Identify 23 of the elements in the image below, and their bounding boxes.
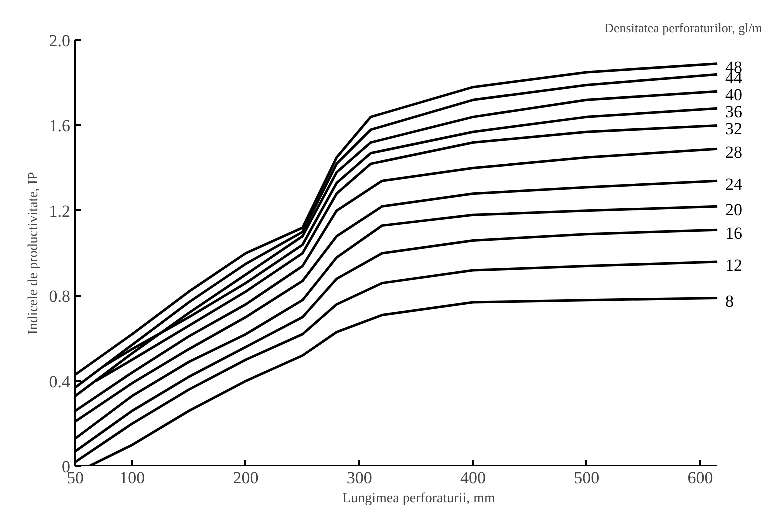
series-label: 40 xyxy=(726,86,743,105)
y-tick-label: 0.4 xyxy=(49,372,71,392)
y-tick-label: 1.2 xyxy=(49,202,70,221)
x-tick-label: 200 xyxy=(233,468,259,488)
y-axis-title: Indicele de productivitate, IP xyxy=(26,172,42,335)
series-label: 12 xyxy=(726,256,743,276)
series-label: 32 xyxy=(726,120,743,139)
x-tick-label: 600 xyxy=(688,468,714,488)
series-label: 20 xyxy=(726,200,743,220)
series-label: 16 xyxy=(726,224,743,244)
x-tick-label: 500 xyxy=(574,468,600,488)
x-tick-label: 400 xyxy=(460,468,486,488)
x-tick-label: 300 xyxy=(346,468,372,488)
series-label: 28 xyxy=(726,143,743,162)
series-label: 24 xyxy=(726,175,744,194)
y-tick-label: 0.8 xyxy=(49,287,70,306)
series-label: 8 xyxy=(726,292,734,312)
y-tick-label: 1.6 xyxy=(49,116,70,136)
series-label: 36 xyxy=(726,102,743,122)
x-axis-title: Lungimea perforaturii, mm xyxy=(342,492,496,506)
x-tick-label: 100 xyxy=(120,468,146,488)
legend-title: Densitatea perforaturilor, gl/m xyxy=(604,20,763,36)
y-tick-label: 2.0 xyxy=(49,32,70,50)
